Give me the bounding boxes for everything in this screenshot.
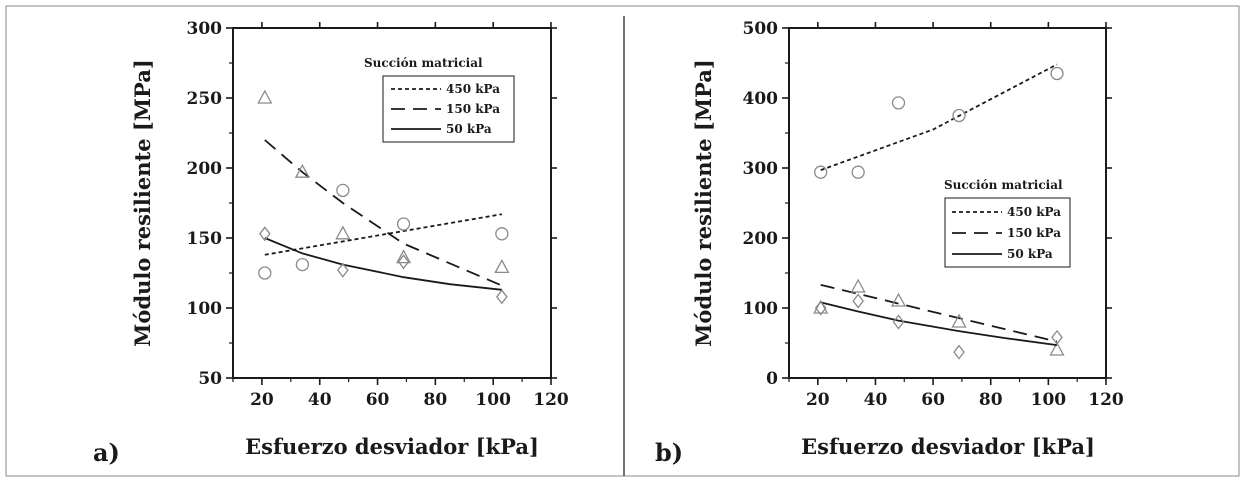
y-tick-label-b: 500	[743, 19, 779, 39]
y-tick-label-b: 100	[743, 299, 779, 319]
y-tick-label-b: 0	[766, 369, 778, 389]
legend-title-b: Succión matricial	[944, 178, 1063, 192]
panel-label-a: a)	[93, 438, 120, 467]
x-tick-label-b: 60	[921, 390, 945, 410]
x-tick-label-a: 60	[366, 390, 390, 410]
legend-label-b-150: 150 kPa	[1007, 226, 1061, 240]
y-tick-label-b: 400	[743, 89, 779, 109]
panel-a: 20 40 60 80 100 120 50 100 150 200 250 300 a) Esfue…	[93, 19, 569, 467]
x-tick-label-a: 80	[424, 390, 448, 410]
data-point-diamond-b	[1051, 329, 1063, 345]
fit-line-b-0	[820, 63, 1058, 171]
data-point-diamond-a	[337, 262, 349, 278]
y-tick-label-a: 250	[187, 89, 223, 109]
data-point-triangle-a	[395, 249, 412, 264]
data-point-triangle-b	[1049, 341, 1065, 356]
data-point-triangle-b	[890, 292, 907, 307]
data-point-circle-b	[851, 165, 865, 179]
y-tick-label-b: 300	[743, 159, 779, 179]
y-tick-label-a: 200	[187, 159, 223, 179]
data-point-circle-b	[1050, 66, 1064, 81]
x-axis-title-b: Esfuerzo desviador [kPa]	[801, 434, 1095, 459]
panel-b: 20 40 60 80 100 120 0 100 200 300 400 500 b) Esfuer…	[655, 19, 1124, 467]
y-tick-label-b: 200	[743, 229, 779, 249]
y-tick-label-a: 50	[198, 369, 222, 389]
y-axis-title-b: Módulo resiliente [MPa]	[691, 59, 716, 347]
data-point-triangle-a	[257, 89, 273, 104]
legend-b: Succión matricial 450 kPa 150 kPa 50 kPa	[944, 178, 1071, 268]
data-point-circle-a	[336, 183, 350, 198]
panel-label-b: b)	[655, 438, 683, 467]
data-point-circle-a	[396, 217, 411, 231]
legend-label-a-50: 50 kPa	[446, 122, 492, 136]
data-point-triangle-a	[294, 163, 310, 178]
x-tick-label-a: 100	[475, 390, 511, 410]
data-point-circle-b	[952, 108, 966, 123]
fit-line-b-1	[820, 284, 1058, 343]
data-point-diamond-a	[496, 289, 508, 305]
legend-label-b-50: 50 kPa	[1007, 247, 1053, 261]
x-axis-title-a: Esfuerzo desviador [kPa]	[245, 434, 539, 459]
data-point-triangle-b	[850, 278, 866, 293]
y-axis-title-a: Módulo resiliente [MPa]	[130, 59, 155, 347]
fit-line-b-2	[820, 301, 1058, 346]
plot-marks-a: 20 40 60 80 100 120 50 100 150 200 250 300	[187, 19, 569, 410]
x-tick-label-b: 80	[979, 390, 1003, 410]
data-point-diamond-a	[397, 254, 410, 270]
legend-a: Succión matricial 450 kPa 150 kPa 50 kPa	[364, 56, 515, 143]
data-point-circle-b	[891, 96, 906, 110]
data-point-diamond-a	[258, 226, 271, 242]
y-tick-label-a: 150	[187, 229, 223, 249]
figure-border	[5, 5, 1240, 477]
fit-line-a-2	[264, 237, 502, 291]
data-point-circle-a	[295, 257, 310, 272]
x-tick-label-b: 40	[864, 390, 888, 410]
x-tick-label-b: 100	[1031, 390, 1067, 410]
data-point-triangle-a	[494, 259, 510, 274]
data-point-circle-a	[495, 227, 509, 241]
plot-marks-b: 20 40 60 80 100 120 0 100 200 300 400 500	[743, 19, 1124, 410]
data-point-diamond-b	[953, 344, 965, 360]
x-tick-label-b: 20	[806, 390, 830, 410]
data-point-diamond-b	[892, 314, 905, 330]
fit-line-a-0	[264, 213, 503, 256]
data-point-circle-b	[814, 165, 828, 179]
legend-label-a-450: 450 kPa	[446, 82, 500, 96]
data-point-diamond-b	[814, 300, 827, 316]
x-tick-label-a: 40	[308, 390, 332, 410]
x-tick-label-a: 120	[533, 390, 569, 410]
x-tick-label-a: 20	[250, 390, 274, 410]
legend-label-b-450: 450 kPa	[1007, 205, 1061, 219]
data-point-triangle-a	[335, 225, 351, 240]
data-point-circle-a	[258, 266, 272, 280]
x-tick-label-b: 120	[1088, 390, 1124, 410]
fit-line-a-1	[264, 139, 503, 287]
data-point-triangle-b	[813, 299, 829, 314]
data-point-diamond-b	[852, 293, 864, 309]
legend-title-a: Succión matricial	[364, 56, 483, 70]
y-tick-label-a: 100	[187, 299, 223, 319]
legend-label-a-150: 150 kPa	[446, 102, 500, 116]
y-tick-label-a: 300	[187, 19, 223, 39]
data-point-triangle-b	[951, 313, 967, 328]
